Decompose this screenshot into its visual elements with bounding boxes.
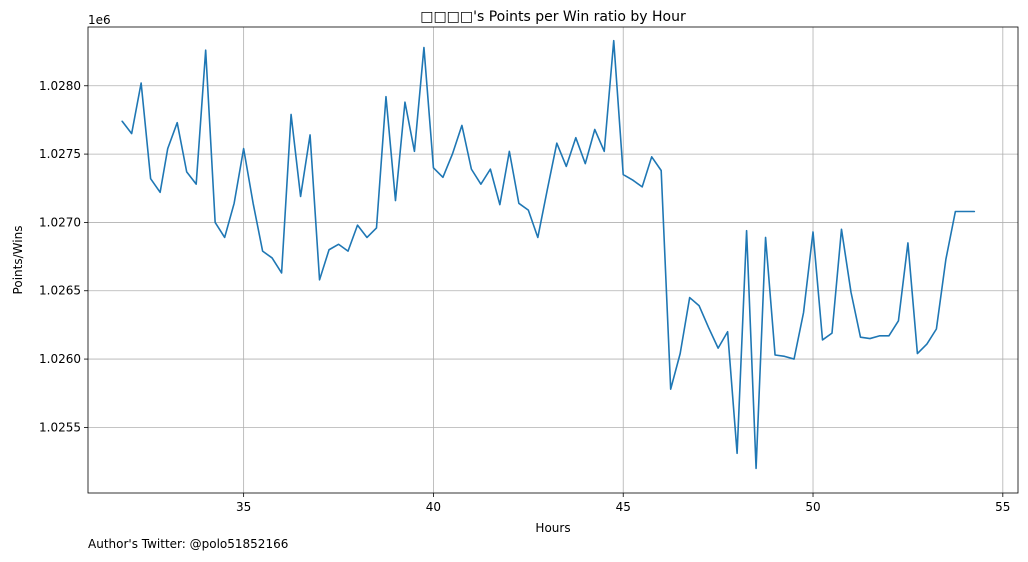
y-tick-label: 1.0270 (39, 215, 81, 229)
x-axis-label: Hours (535, 521, 570, 535)
grid-lines (88, 27, 1018, 493)
plot-frame (87, 26, 1019, 494)
y-tick-label: 1.0260 (39, 352, 81, 366)
y-axis-label: Points/Wins (11, 226, 25, 295)
series-layer (121, 39, 976, 470)
x-tick-label: 50 (805, 500, 820, 514)
y-offset-label: 1e6 (88, 13, 111, 27)
x-axis-ticks: 35 40 45 50 55 (236, 493, 1010, 514)
series-line (121, 39, 976, 470)
chart-title: □□□□'s Points per Win ratio by Hour (420, 9, 686, 25)
y-tick-label: 1.0275 (39, 147, 81, 161)
y-tick-label: 1.0255 (39, 420, 81, 434)
y-tick-label: 1.0265 (39, 284, 81, 298)
x-tick-label: 40 (426, 500, 441, 514)
y-axis-ticks: 1.0255 1.0260 1.0265 1.0270 1.0275 1.0280 (39, 79, 88, 434)
y-tick-label: 1.0280 (39, 79, 81, 93)
x-tick-label: 55 (995, 500, 1010, 514)
x-tick-label: 35 (236, 500, 251, 514)
plot-background (88, 27, 1018, 493)
author-twitter-note: Author's Twitter: @polo51852166 (88, 537, 289, 551)
x-tick-label: 45 (616, 500, 631, 514)
